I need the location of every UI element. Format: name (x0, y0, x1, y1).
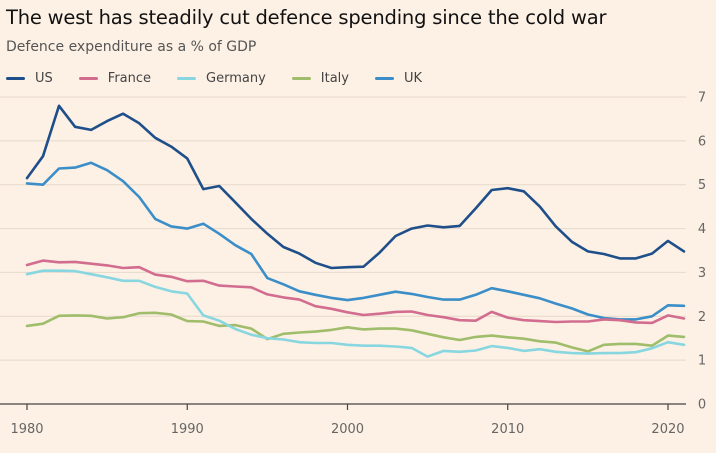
chart-subtitle: Defence expenditure as a % of GDP (6, 39, 257, 55)
legend-swatch (374, 77, 394, 80)
x-tick-label: 2020 (651, 422, 684, 437)
x-tick-label: 1980 (10, 422, 43, 437)
legend-swatch (177, 77, 197, 80)
y-tick-label: 4 (698, 222, 706, 237)
x-tick-label: 1990 (171, 422, 204, 437)
y-tick-label: 5 (698, 178, 706, 193)
legend-item-germany: Germany (177, 71, 266, 86)
legend-item-us: US (6, 71, 53, 86)
series-line-france (25, 259, 686, 325)
legend-label: Italy (320, 71, 349, 86)
legend: US France Germany Italy UK (6, 71, 448, 86)
series-line-uk (25, 161, 686, 321)
legend-item-italy: Italy (291, 71, 349, 86)
legend-label: US (35, 71, 53, 86)
legend-item-uk: UK (374, 71, 423, 86)
x-tick-label: 2010 (491, 422, 524, 437)
series-line-italy (25, 311, 686, 353)
y-tick-label: 1 (698, 354, 706, 369)
y-tick-label: 7 (698, 91, 706, 106)
chart-title: The west has steadily cut defence spendi… (6, 6, 607, 29)
series-line-germany (25, 269, 686, 358)
legend-label: UK (403, 71, 423, 86)
legend-label: France (107, 71, 152, 86)
y-tick-label: 3 (698, 266, 706, 281)
legend-label: Germany (206, 71, 266, 86)
y-tick-label: 2 (698, 310, 706, 325)
legend-item-france: France (78, 71, 152, 86)
legend-swatch (78, 77, 98, 80)
series-line-us (25, 104, 686, 270)
x-tick-label: 2000 (331, 422, 364, 437)
legend-swatch (291, 77, 311, 80)
y-tick-label: 6 (698, 134, 706, 149)
legend-swatch (6, 77, 25, 80)
y-tick-label: 0 (698, 398, 706, 413)
